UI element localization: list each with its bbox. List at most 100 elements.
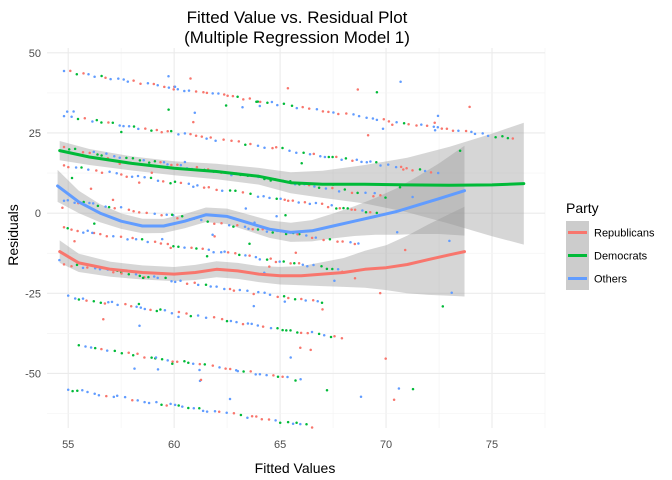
data-point [194,90,198,93]
data-point [378,291,382,295]
data-point [227,224,231,227]
smooth-line-democrats [58,149,526,187]
data-point [299,346,302,349]
data-point [139,306,143,309]
data-point [274,145,278,149]
data-point [295,421,298,425]
data-point [80,166,83,169]
legend-label-democrats: Democrats [594,251,648,263]
data-point [286,420,290,424]
data-point [293,262,296,265]
data-point [126,80,130,83]
data-point [131,398,134,402]
data-point [335,155,338,159]
data-point [196,283,200,287]
data-point [172,88,175,91]
data-point [332,111,335,114]
data-point [234,189,237,193]
data-point [219,251,223,254]
data-point [122,78,125,81]
data-point [220,222,223,225]
data-point [228,397,232,401]
data-point [66,226,69,230]
data-point [137,127,140,131]
y-axis-title: Residuals [5,204,21,265]
data-point [193,111,197,115]
data-point [238,288,242,292]
data-point [433,121,436,125]
data-point [327,110,330,114]
data-point [296,232,299,236]
data-point [333,279,336,282]
data-point [232,225,235,228]
data-point [375,118,379,122]
data-point [331,155,334,159]
data-point [92,150,96,154]
data-point [329,335,333,339]
data-point [336,267,340,271]
data-point [379,164,382,167]
data-point [192,120,195,124]
data-point [74,166,78,169]
data-point [440,127,444,130]
data-point [506,136,510,140]
data-point [62,164,66,167]
data-point [137,181,141,184]
data-point [360,160,363,164]
data-point [228,189,232,192]
data-point [152,275,156,278]
data-point [160,403,163,406]
data-point [105,152,108,155]
data-point [228,287,232,291]
data-point [248,242,251,246]
data-point [100,171,104,175]
data-point [395,121,398,124]
data-point [387,120,391,123]
data-point [342,206,345,210]
data-point [111,121,115,124]
data-point [333,334,336,338]
data-point [67,148,71,151]
data-point [432,125,436,129]
data-point [258,258,262,261]
data-point [314,201,318,205]
data-point [317,332,321,336]
data-point [198,407,201,410]
data-point [160,130,163,134]
data-point [105,235,109,238]
data-point [269,326,273,330]
data-point [328,238,332,241]
data-point [146,81,150,85]
data-point [200,218,203,222]
data-point [89,187,93,190]
data-point [317,186,321,189]
data-point [297,262,301,265]
data-point [193,281,196,284]
data-point [229,319,233,323]
data-point [308,202,312,206]
data-point [198,362,202,366]
data-point [159,308,162,311]
data-point [76,389,79,392]
legend-title: Party [566,200,599,216]
data-point [373,191,376,195]
data-point [147,275,150,279]
data-point [173,280,177,284]
data-point [76,229,79,233]
data-point [170,163,173,167]
data-point [251,228,254,231]
data-point [274,260,278,264]
data-point [415,124,418,127]
data-point [337,190,341,193]
data-point [192,407,196,410]
data-point [153,240,157,244]
data-point [320,264,323,268]
data-point [468,105,471,109]
data-point [165,213,168,217]
data-point [242,370,245,373]
data-point [278,260,281,263]
data-point [144,127,147,130]
data-point [501,135,504,138]
data-point [75,263,79,267]
data-point [177,315,180,319]
